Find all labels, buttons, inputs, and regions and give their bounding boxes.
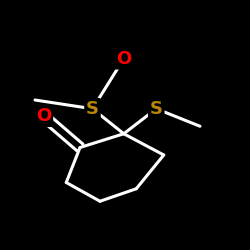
Text: S: S: [150, 100, 163, 118]
Text: S: S: [86, 100, 99, 118]
Text: O: O: [36, 107, 52, 125]
Text: O: O: [116, 50, 132, 68]
